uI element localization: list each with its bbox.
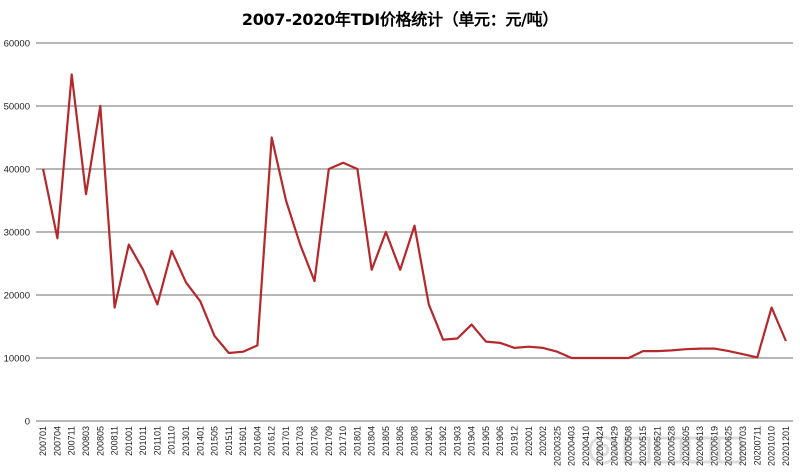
x-tick-label: 201709 [324,426,334,456]
y-tick-label: 60000 [4,39,30,50]
x-tick-label: 201110 [167,426,177,455]
x-tick-label: 20200424 [595,426,605,466]
x-tick-label: 201901 [424,426,434,456]
x-tick-label: 20200625 [724,426,734,466]
chart-title: 2007-2020年TDI价格统计（单元：元/吨） [241,10,559,29]
x-axis-tick-labels: 200701 200704 200711 200803 200805 200811 2010… [38,426,791,466]
x-tick-label: 20200703 [738,426,748,466]
x-tick-label: 20200325 [552,426,562,466]
x-tick-label: 20200528 [667,426,677,466]
series-line [42,73,787,360]
x-tick-label: 200811 [110,426,120,455]
x-tick-label: 20200711 [752,426,762,465]
y-axis-tick-labels: 0 10000 20000 30000 40000 50000 60000 [4,39,30,428]
x-tick-label: 201706 [310,426,320,456]
x-tick-label: 200803 [81,426,91,456]
x-tick-label: 201902 [438,426,448,456]
x-tick-label: 201904 [467,426,477,456]
x-tick-label: 20200605 [681,426,691,466]
y-tick-label: 10000 [4,354,30,365]
x-tick-label: 201806 [395,426,405,456]
x-tick-label: 201401 [195,426,205,456]
x-tick-label: 20200515 [638,426,648,466]
x-tick-label: 201805 [381,426,391,456]
x-tick-label: 201905 [481,426,491,456]
x-tick-label: 20200403 [567,426,577,466]
x-tick-label: 201604 [252,426,262,456]
x-tick-label: 201801 [352,426,362,456]
x-tick-label: 20201201 [781,426,791,466]
x-tick-label: 200805 [95,426,105,456]
x-tick-label: 201601 [238,426,248,456]
x-tick-label: 20200619 [709,426,719,466]
x-tick-label: 201011 [138,426,148,455]
x-tick-label: 201001 [124,426,134,456]
x-tick-label: 20200410 [581,426,591,466]
x-tick-label: 20200613 [695,426,705,466]
y-tick-label: 30000 [4,228,30,239]
series-tdi-price [42,73,787,360]
x-tick-label: 200704 [52,426,62,456]
x-tick-label: 202002 [538,426,548,456]
x-tick-label: 201912 [509,426,519,456]
y-tick-label: 20000 [4,291,30,302]
y-tick-label: 40000 [4,165,30,176]
y-tick-label: 0 [25,417,30,428]
x-tick-label: 200711 [67,426,77,455]
x-tick-label: 201101 [152,426,162,455]
x-tick-label: 201906 [495,426,505,456]
x-tick-label: 201903 [452,426,462,456]
x-tick-label: 201701 [281,426,291,456]
x-tick-label: 20200508 [624,426,634,466]
gridlines [36,42,793,422]
x-tick-label: 201703 [295,426,305,456]
x-tick-label: 201808 [410,426,420,456]
x-tick-label: 20200521 [652,426,662,466]
x-tick-label: 200701 [38,426,48,456]
x-tick-label: 20200429 [609,426,619,466]
x-tick-label: 201612 [267,426,277,456]
x-tick-label: 201505 [210,426,220,456]
x-tick-label: 201301 [181,426,191,456]
x-tick-label: 201804 [367,426,377,456]
y-tick-label: 50000 [4,102,30,113]
x-tick-label: 201710 [338,426,348,456]
x-tick-label: 201511 [224,426,234,455]
x-tick-label: 20201010 [767,426,777,466]
x-tick-label: 202001 [524,426,534,456]
